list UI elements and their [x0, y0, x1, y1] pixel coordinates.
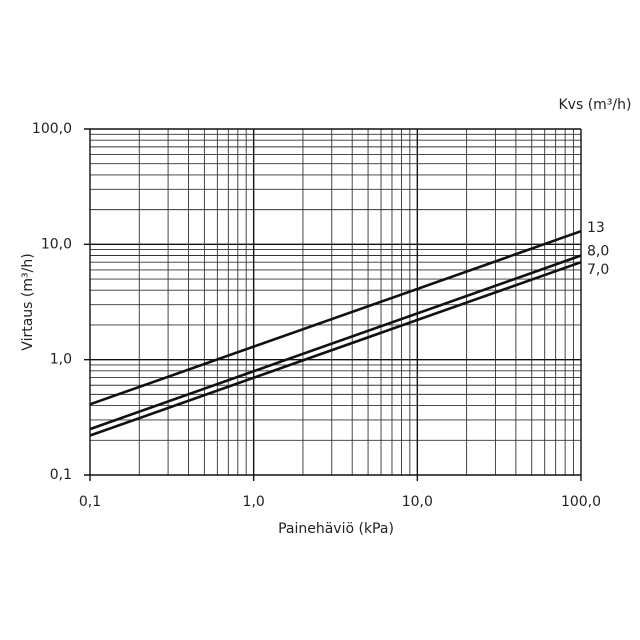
- x-axis-label: Painehäviö (kPa): [278, 521, 394, 537]
- series-line: [89, 229, 582, 406]
- series-line: [89, 254, 582, 431]
- y-tick-label: 10,0: [41, 236, 72, 252]
- series-line: [89, 260, 582, 437]
- x-tick-label: 1,0: [243, 494, 265, 510]
- x-tick-label: 100,0: [561, 494, 601, 510]
- y-tick-label: 100,0: [32, 121, 72, 137]
- y-tick-label: 0,1: [50, 467, 72, 483]
- series-label: 8,0: [587, 244, 609, 260]
- legend-title: Kvs (m³/h): [559, 97, 632, 113]
- series-label: 7,0: [587, 262, 609, 278]
- x-tick-label: 10,0: [402, 494, 433, 510]
- y-axis-label: Virtaus (m³/h): [20, 253, 36, 350]
- series-label: 13: [587, 220, 605, 236]
- y-tick-label: 1,0: [50, 352, 72, 368]
- x-tick-label: 0,1: [79, 494, 101, 510]
